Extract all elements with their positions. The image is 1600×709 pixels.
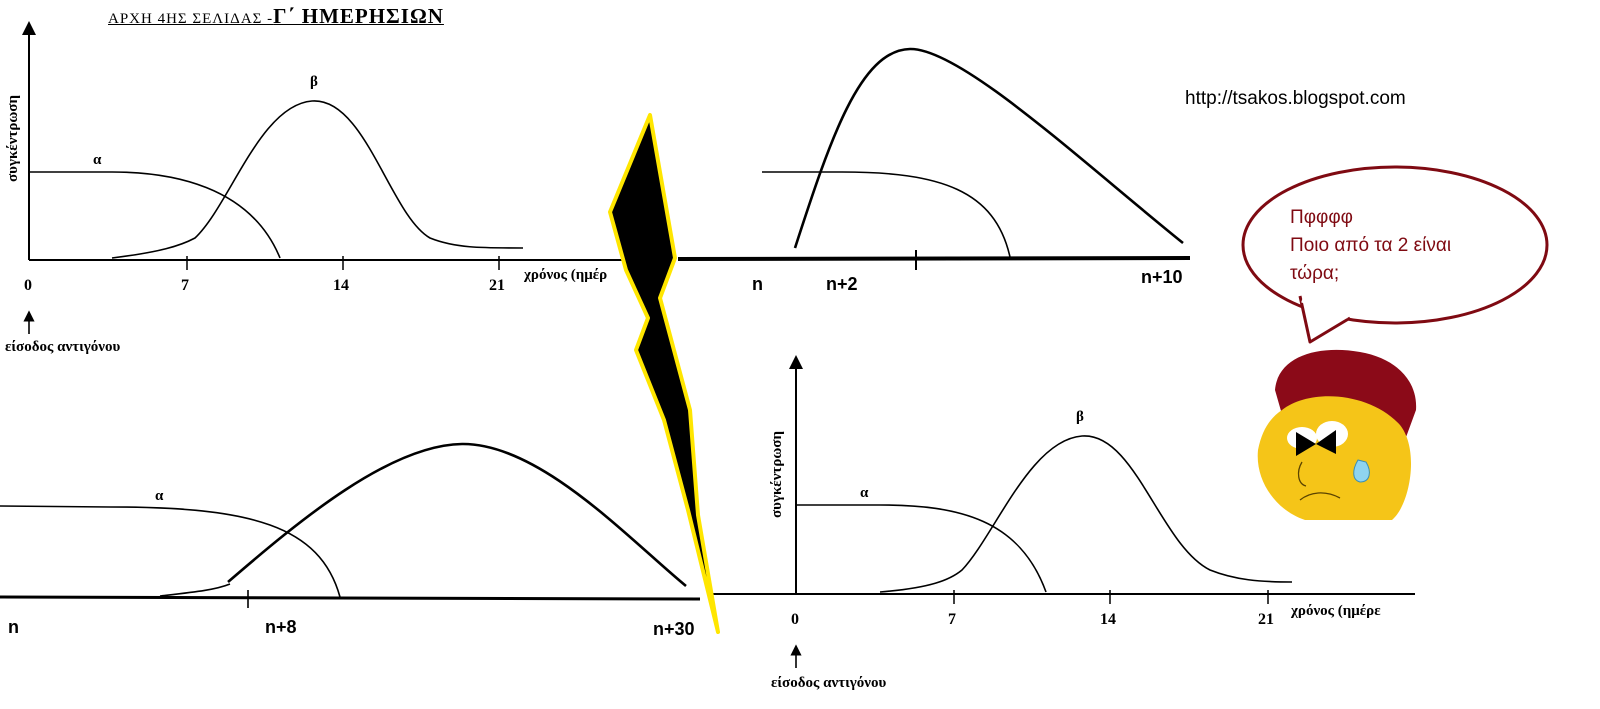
top-left-tick-label-0: 0 xyxy=(24,277,32,294)
top-left-tick-label-7: 7 xyxy=(181,277,189,294)
top-left-curve-beta xyxy=(111,100,524,259)
top-right-baseline xyxy=(677,256,1191,261)
speech-bubble-line-1: Πφφφφ xyxy=(1290,207,1354,228)
bottom-left-curve-rise xyxy=(227,442,687,588)
top-left-curve-alpha xyxy=(29,171,281,259)
speech-bubble-line-2: Ποιο από τα 2 είναι τώρα; xyxy=(1290,235,1452,284)
bottom-left-curve-label-alpha: α xyxy=(155,488,164,504)
top-right-time-n10: n+10 xyxy=(1141,267,1183,287)
bottom-left-curve-tail xyxy=(159,583,231,597)
bottom-right-entry-label: είσοδος αντιγόνου xyxy=(771,675,887,691)
bottom-left-curve-alpha xyxy=(0,505,341,598)
tear-icon xyxy=(1353,459,1370,483)
bottom-right-curve-alpha xyxy=(796,504,1047,593)
speech-bubble-body xyxy=(1241,165,1549,325)
confused-face-icon xyxy=(1257,349,1417,520)
top-left-curve-label-beta: β xyxy=(310,74,318,90)
bottom-right-graph xyxy=(710,355,1415,668)
blog-url-link[interactable]: http://tsakos.blogspot.com xyxy=(1185,88,1406,109)
bottom-right-tick-label-14: 14 xyxy=(1100,611,1116,628)
header-prefix: ΑΡΧΗ 4ΗΣ ΣΕΛΙΔΑΣ - xyxy=(108,11,274,27)
header-emphasis: Γ΄ ΗΜΕΡΗΣΙΩΝ xyxy=(273,4,444,28)
bottom-right-curve-label-alpha: α xyxy=(860,485,869,501)
bottom-right-tick-label-0: 0 xyxy=(791,611,799,628)
nose xyxy=(1297,461,1307,487)
bottom-left-time-n30: n+30 xyxy=(653,619,695,639)
top-left-tick-label-21: 21 xyxy=(489,277,505,294)
top-left-x-axis-label: χρόνος (ημέρ xyxy=(524,267,608,283)
bottom-left-baseline xyxy=(0,595,701,601)
page-header: ΑΡΧΗ 4ΗΣ ΣΕΛΙΔΑΣ -Γ΄ ΗΜΕΡΗΣΙΩΝ xyxy=(108,6,444,27)
speech-bubble-tail xyxy=(1298,295,1351,344)
top-right-time-n2: n+2 xyxy=(826,274,858,294)
top-right-curve-rise xyxy=(793,47,1184,249)
top-left-y-axis-label: συγκέντρωση xyxy=(5,95,21,182)
bottom-left-time-n8: n+8 xyxy=(265,617,297,637)
speech-bubble xyxy=(1241,165,1549,344)
speech-bubble-text: Πφφφφ Ποιο από τα 2 είναι τώρα; xyxy=(1290,204,1505,288)
bottom-right-tick-label-21: 21 xyxy=(1258,611,1274,628)
bottom-right-tick-label-7: 7 xyxy=(948,611,956,628)
mouth xyxy=(1299,492,1341,501)
top-left-entry-label: είσοδος αντιγόνου xyxy=(5,339,121,355)
hat-icon xyxy=(1275,349,1417,440)
top-left-graph xyxy=(22,21,625,334)
bottom-right-curve-label-beta: β xyxy=(1076,409,1084,425)
face-shape xyxy=(1257,396,1412,520)
lightning-bolt-icon xyxy=(608,113,720,634)
top-left-tick-label-14: 14 xyxy=(333,277,349,294)
bottom-right-x-axis-label: χρόνος (ημέρε xyxy=(1291,603,1381,619)
pupils xyxy=(1296,430,1336,456)
top-right-curve-alpha xyxy=(762,171,1011,258)
top-right-time-n: n xyxy=(752,274,763,294)
top-right-graph xyxy=(677,47,1191,270)
bottom-right-y-axis-label: συγκέντρωση xyxy=(769,431,785,518)
bottom-left-time-n: n xyxy=(8,617,19,637)
top-left-curve-label-alpha: α xyxy=(93,152,102,168)
bottom-left-graph xyxy=(0,442,701,608)
bottom-right-curve-beta xyxy=(879,435,1293,593)
